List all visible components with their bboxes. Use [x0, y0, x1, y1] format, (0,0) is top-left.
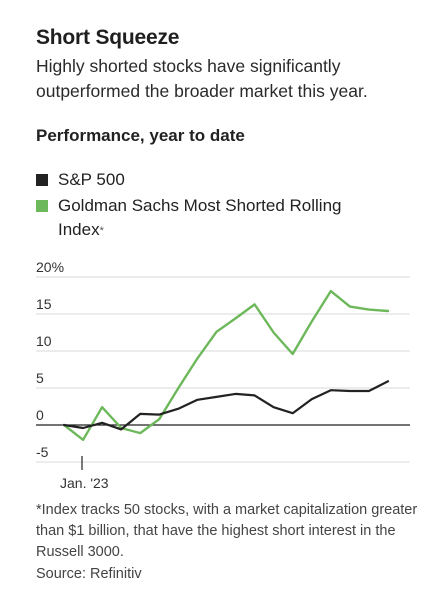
section-label: Performance, year to date [36, 126, 245, 145]
legend-asterisk: * [99, 225, 104, 237]
y-tick-label: 10 [36, 333, 52, 349]
line-chart: 20% 15 10 5 0 -5 Jan. '23 [36, 259, 410, 491]
legend-item-goldman: Goldman Sachs Most Shorted Rolling Index… [36, 194, 426, 242]
legend-label-goldman-wrap: Goldman Sachs Most Shorted Rolling Index… [58, 194, 378, 242]
series-lines [62, 289, 390, 442]
x-tick-label: Jan. '23 [60, 475, 109, 491]
legend-swatch-goldman [36, 200, 48, 212]
y-tick-label: -5 [36, 444, 49, 460]
source-note: Source: Refinitiv [36, 566, 142, 582]
legend-label-sp500: S&P 500 [58, 170, 125, 189]
footnote: *Index tracks 50 stocks, with a market c… [36, 502, 418, 560]
series-line-goldman [62, 289, 390, 442]
legend-swatch-sp500 [36, 174, 48, 186]
y-axis-tick-labels: 20% 15 10 5 0 -5 [36, 259, 64, 460]
legend: S&P 500 Goldman Sachs Most Shorted Rolli… [36, 168, 426, 244]
legend-label-goldman: Goldman Sachs Most Shorted Rolling Index [58, 196, 342, 239]
y-tick-label: 5 [36, 370, 44, 386]
chart-subtitle: Highly shorted stocks have significantly… [36, 56, 368, 101]
y-tick-label: 15 [36, 296, 52, 312]
y-tick-label: 20% [36, 259, 64, 275]
y-tick-label: 0 [36, 407, 44, 423]
legend-item-sp500: S&P 500 [36, 168, 426, 192]
series-line-sp500 [62, 380, 390, 431]
chart-title: Short Squeeze [36, 26, 180, 49]
gridlines [36, 276, 410, 463]
x-axis: Jan. '23 [60, 456, 109, 491]
